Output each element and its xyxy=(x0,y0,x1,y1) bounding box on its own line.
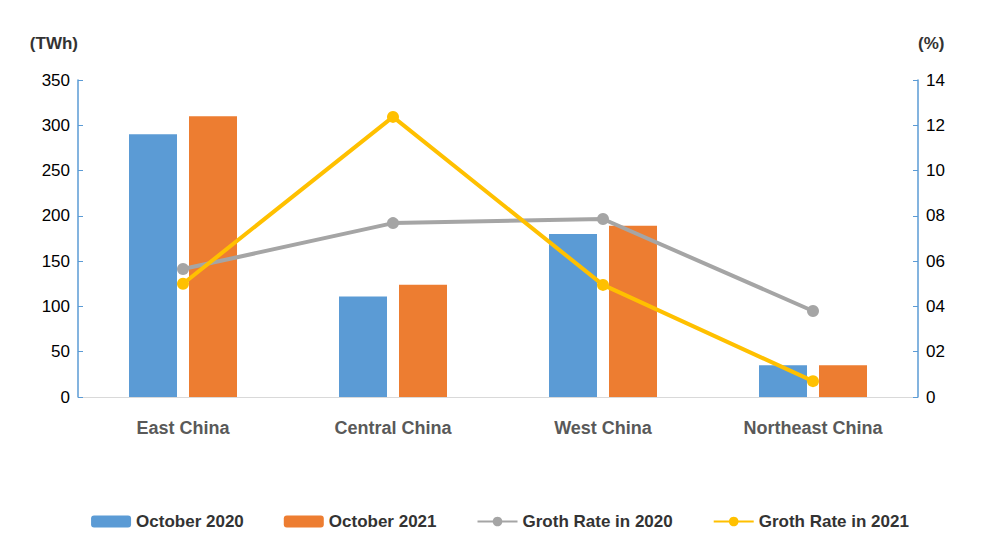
svg-text:250: 250 xyxy=(42,161,70,180)
svg-text:0: 0 xyxy=(61,388,70,407)
svg-text:Northeast China: Northeast China xyxy=(743,418,883,438)
svg-text:04: 04 xyxy=(926,297,945,316)
svg-text:Groth Rate in 2020: Groth Rate in 2020 xyxy=(523,512,673,531)
svg-text:08: 08 xyxy=(926,206,945,225)
svg-text:300: 300 xyxy=(42,116,70,135)
svg-text:150: 150 xyxy=(42,252,70,271)
svg-text:East China: East China xyxy=(136,418,230,438)
svg-text:(TWh): (TWh) xyxy=(30,34,78,53)
svg-text:October 2020: October 2020 xyxy=(136,512,244,531)
svg-text:12: 12 xyxy=(926,116,945,135)
svg-text:350: 350 xyxy=(42,71,70,90)
svg-text:October 2021: October 2021 xyxy=(329,512,437,531)
svg-text:Groth Rate in 2021: Groth Rate in 2021 xyxy=(759,512,909,531)
svg-text:Central China: Central China xyxy=(334,418,452,438)
svg-text:0: 0 xyxy=(926,388,935,407)
svg-text:100: 100 xyxy=(42,297,70,316)
svg-text:West China: West China xyxy=(554,418,653,438)
svg-text:14: 14 xyxy=(926,71,945,90)
svg-text:50: 50 xyxy=(51,342,70,361)
svg-text:200: 200 xyxy=(42,206,70,225)
svg-text:02: 02 xyxy=(926,342,945,361)
svg-text:10: 10 xyxy=(926,161,945,180)
svg-text:(%): (%) xyxy=(918,34,944,53)
svg-text:06: 06 xyxy=(926,252,945,271)
